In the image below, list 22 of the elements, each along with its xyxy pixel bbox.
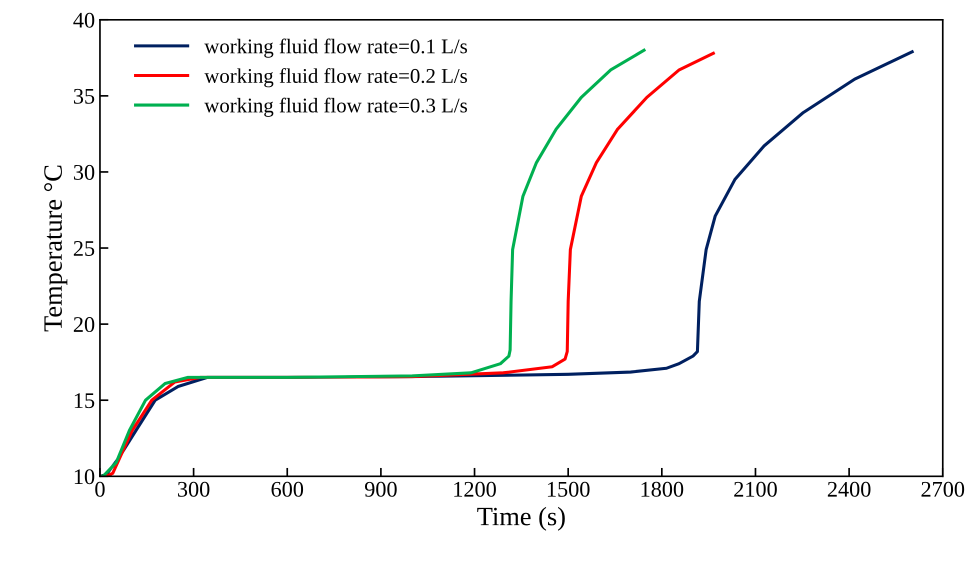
x-tick-label: 1200 (454, 482, 496, 497)
y-tick-label: 20 (74, 317, 94, 332)
legend-label: working fluid flow rate=0.2 L/s (204, 68, 467, 88)
y-tick-label: 40 (73, 12, 94, 28)
x-tick-label: 300 (178, 482, 210, 497)
x-tick-label: 2700 (922, 482, 964, 497)
legend-label: working fluid flow rate=0.1 L/s (204, 38, 467, 58)
y-tick-label: 10 (74, 469, 94, 484)
x-tick-label: 1500 (548, 482, 590, 497)
x-tick-label: 0 (95, 482, 105, 497)
y-tick-label: 35 (74, 88, 94, 104)
x-tick-label: 900 (364, 482, 397, 497)
y-tick-label: 25 (74, 241, 94, 256)
x-tick-label: 2100 (734, 482, 777, 497)
x-axis-title: Time (s) (477, 506, 565, 531)
y-axis-title: Temperature °C (44, 166, 68, 332)
x-tick-label: 2400 (828, 482, 870, 497)
x-tick-label: 600 (272, 482, 304, 497)
legend-label: working fluid flow rate=0.3 L/s (204, 98, 467, 117)
y-tick-label: 30 (74, 164, 94, 180)
y-tick-label: 15 (74, 393, 94, 408)
x-tick-label: 1800 (642, 482, 684, 497)
